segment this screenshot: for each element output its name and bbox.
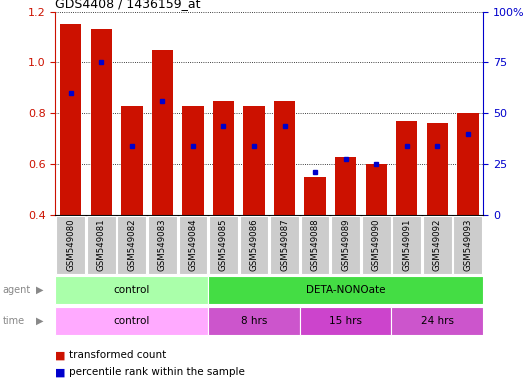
Text: GSM549085: GSM549085 <box>219 218 228 271</box>
Text: ■: ■ <box>55 350 66 360</box>
Text: 8 hrs: 8 hrs <box>241 316 267 326</box>
Bar <box>274 101 295 215</box>
Text: GSM549090: GSM549090 <box>372 218 381 271</box>
Text: control: control <box>114 285 150 295</box>
Text: percentile rank within the sample: percentile rank within the sample <box>69 367 244 377</box>
Text: GSM549088: GSM549088 <box>310 218 319 271</box>
Bar <box>178 216 208 274</box>
Bar <box>457 113 478 215</box>
Text: control: control <box>114 316 150 326</box>
Text: GSM549092: GSM549092 <box>433 218 442 271</box>
Bar <box>117 216 146 274</box>
Bar <box>209 216 238 274</box>
Text: GSM549087: GSM549087 <box>280 218 289 271</box>
Bar <box>91 29 112 215</box>
Text: GSM549089: GSM549089 <box>341 218 350 271</box>
Bar <box>243 106 265 215</box>
Bar <box>305 177 326 215</box>
Text: GSM549086: GSM549086 <box>250 218 259 271</box>
Text: GSM549091: GSM549091 <box>402 218 411 271</box>
Bar <box>362 216 391 274</box>
Bar <box>60 24 81 215</box>
Bar <box>55 276 208 304</box>
Text: time: time <box>3 316 25 326</box>
Bar <box>87 216 116 274</box>
Text: GSM549093: GSM549093 <box>464 218 473 271</box>
Bar <box>148 216 177 274</box>
Bar <box>56 216 85 274</box>
Bar <box>365 164 387 215</box>
Text: ■: ■ <box>55 367 66 377</box>
Bar <box>301 216 329 274</box>
Text: transformed count: transformed count <box>69 350 166 360</box>
Bar <box>392 216 421 274</box>
Bar <box>240 216 268 274</box>
Text: DETA-NONOate: DETA-NONOate <box>306 285 385 295</box>
Text: 15 hrs: 15 hrs <box>329 316 362 326</box>
Text: ▶: ▶ <box>36 316 43 326</box>
Bar <box>335 157 356 215</box>
Text: GSM549083: GSM549083 <box>158 218 167 271</box>
Bar <box>396 121 418 215</box>
Bar <box>270 216 299 274</box>
Text: ▶: ▶ <box>36 285 43 295</box>
Bar <box>423 216 451 274</box>
Bar <box>152 50 173 215</box>
Text: GSM549080: GSM549080 <box>66 218 75 271</box>
Bar <box>208 306 300 335</box>
Text: GSM549081: GSM549081 <box>97 218 106 271</box>
Bar <box>213 101 234 215</box>
Bar <box>391 306 483 335</box>
Text: agent: agent <box>3 285 31 295</box>
Bar <box>208 276 483 304</box>
Bar <box>182 106 204 215</box>
Text: 24 hrs: 24 hrs <box>421 316 454 326</box>
Bar <box>121 106 143 215</box>
Bar <box>454 216 482 274</box>
Bar <box>300 306 391 335</box>
Text: GDS4408 / 1436159_at: GDS4408 / 1436159_at <box>55 0 201 10</box>
Bar <box>55 306 208 335</box>
Bar <box>331 216 360 274</box>
Text: GSM549084: GSM549084 <box>188 218 197 271</box>
Bar <box>427 124 448 215</box>
Text: GSM549082: GSM549082 <box>127 218 136 271</box>
